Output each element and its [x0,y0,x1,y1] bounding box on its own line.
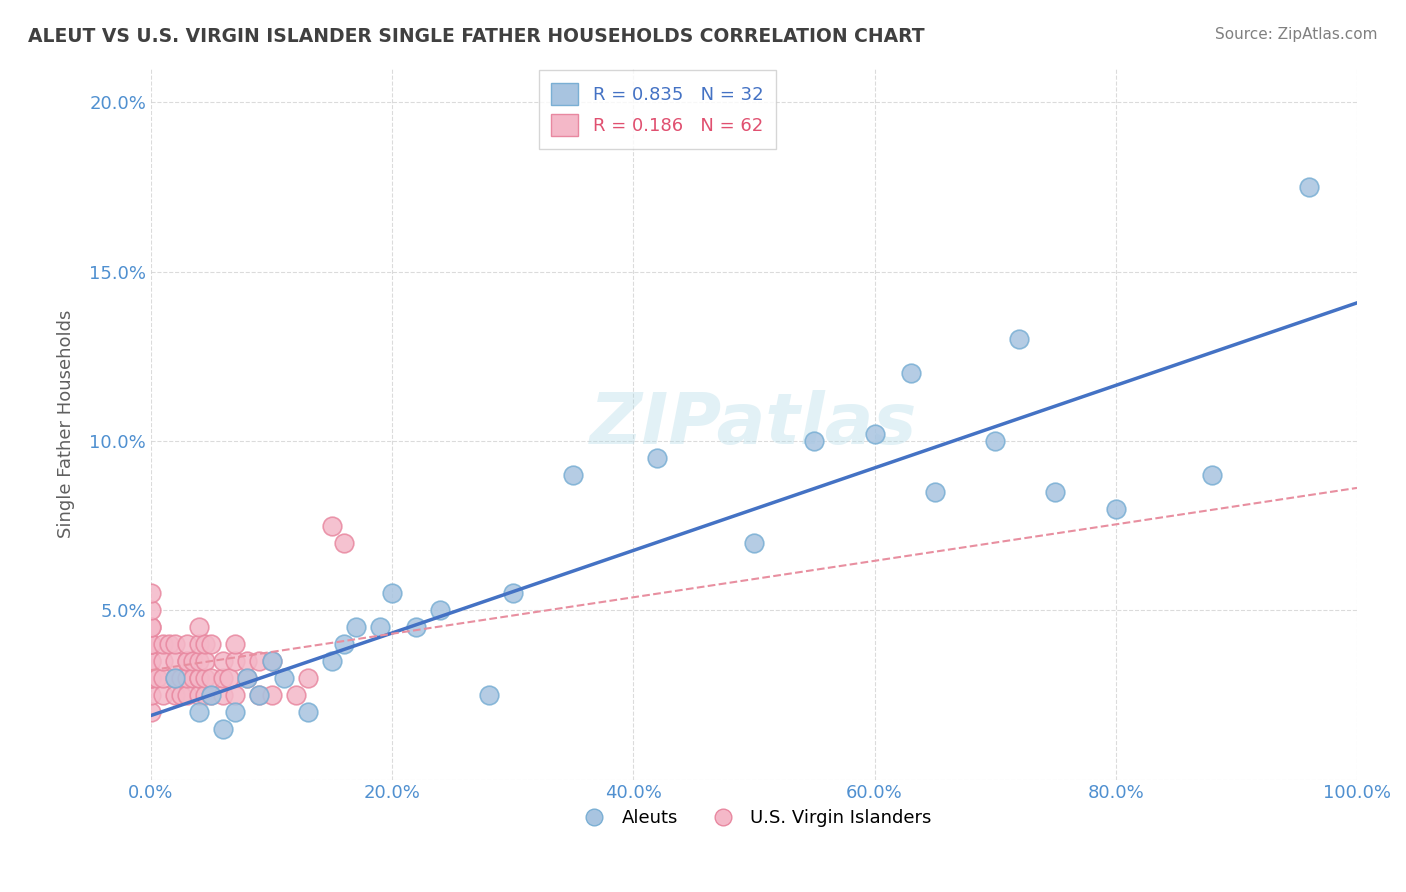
Point [647,450,669,465]
Point [181,671,204,685]
Point [224,688,246,702]
Point [236,671,259,685]
Point [152,637,174,651]
Point [200,688,222,702]
Point [139,637,162,651]
Point [321,518,343,533]
Point [249,688,271,702]
Point [742,535,765,549]
Point [152,671,174,685]
Y-axis label: Single Father Households: Single Father Households [58,310,75,538]
Point [1298,180,1320,194]
Point [188,654,211,668]
Point [194,637,217,651]
Point [139,671,162,685]
Point [194,688,217,702]
Point [176,671,198,685]
Text: ZIPatlas: ZIPatlas [591,390,918,458]
Point [188,671,211,685]
Point [170,671,193,685]
Text: ALEUT VS U.S. VIRGIN ISLANDER SINGLE FATHER HOUSEHOLDS CORRELATION CHART: ALEUT VS U.S. VIRGIN ISLANDER SINGLE FAT… [28,27,925,45]
Legend: Aleuts, U.S. Virgin Islanders: Aleuts, U.S. Virgin Islanders [569,802,939,835]
Point [188,671,211,685]
Point [188,620,211,634]
Point [381,586,404,600]
Point [803,434,825,448]
Point [139,671,162,685]
Point [333,637,356,651]
Point [170,688,193,702]
Point [405,620,427,634]
Point [139,688,162,702]
Point [900,366,922,380]
Point [139,620,162,634]
Point [165,637,187,651]
Point [249,654,271,668]
Point [212,654,235,668]
Point [165,654,187,668]
Point [139,637,162,651]
Point [188,688,211,702]
Point [297,705,319,719]
Point [236,671,259,685]
Point [333,535,356,549]
Point [152,688,174,702]
Point [165,671,187,685]
Point [212,688,235,702]
Point [260,654,283,668]
Point [139,654,162,668]
Point [249,688,271,702]
Point [224,637,246,651]
Point [146,671,169,685]
Point [139,654,162,668]
Point [176,688,198,702]
Point [152,654,174,668]
Point [218,671,240,685]
Point [200,637,222,651]
Point [368,620,391,634]
Point [200,688,222,702]
Point [176,654,198,668]
Point [194,671,217,685]
Point [165,671,187,685]
Point [176,637,198,651]
Point [188,637,211,651]
Point [181,654,204,668]
Point [562,467,585,482]
Point [236,654,259,668]
Point [924,484,946,499]
Point [176,654,198,668]
Point [139,620,162,634]
Point [1008,333,1031,347]
Point [139,603,162,617]
Point [224,654,246,668]
Point [157,637,180,651]
Point [321,654,343,668]
Text: Source: ZipAtlas.com: Source: ZipAtlas.com [1215,27,1378,42]
Point [212,722,235,736]
Point [260,688,283,702]
Point [984,434,1007,448]
Point [165,688,187,702]
Point [194,654,217,668]
Point [273,671,295,685]
Point [139,586,162,600]
Point [284,688,307,702]
Point [1201,467,1223,482]
Point [344,620,367,634]
Point [139,705,162,719]
Point [260,654,283,668]
Point [502,586,524,600]
Point [212,671,235,685]
Point [863,427,886,442]
Point [1105,501,1128,516]
Point [297,671,319,685]
Point [429,603,451,617]
Point [200,671,222,685]
Point [478,688,501,702]
Point [224,705,246,719]
Point [188,705,211,719]
Point [139,637,162,651]
Point [1045,484,1067,499]
